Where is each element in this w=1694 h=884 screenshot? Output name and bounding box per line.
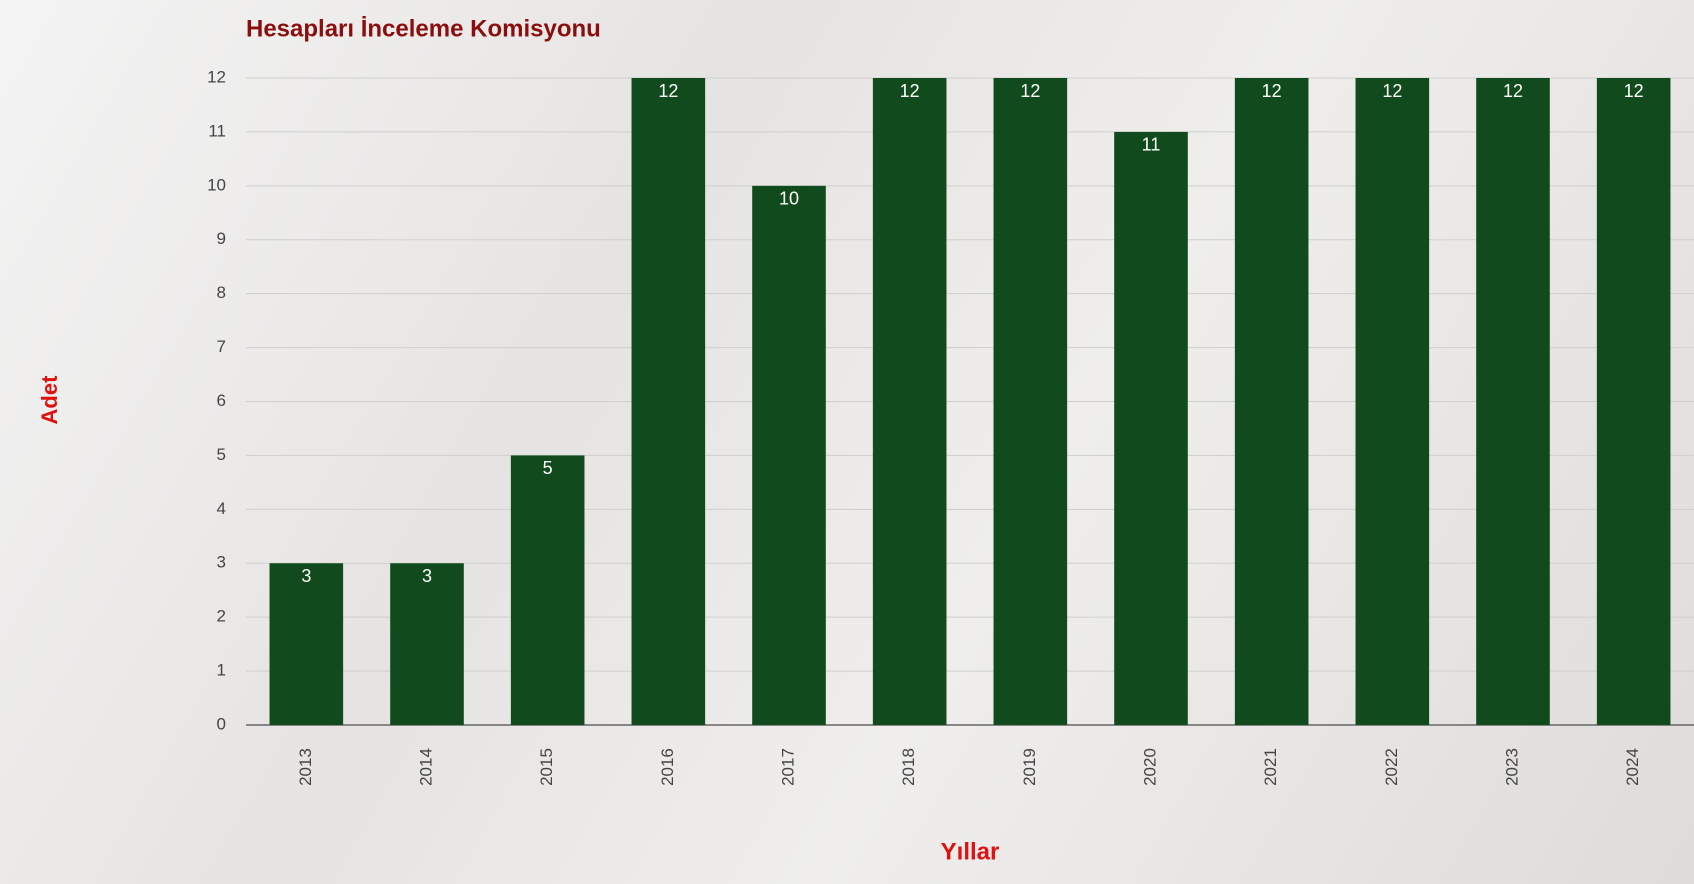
x-tick-label: 2016 (658, 748, 677, 786)
bar (390, 563, 464, 725)
data-label: 12 (1382, 81, 1402, 101)
data-label: 12 (1262, 81, 1282, 101)
y-tick-label: 12 (207, 67, 226, 86)
data-label: 12 (1503, 81, 1523, 101)
y-tick-label: 10 (207, 175, 226, 194)
y-tick-label: 0 (217, 714, 226, 733)
y-tick-label: 5 (217, 445, 226, 464)
bar (752, 185, 826, 726)
bar (510, 455, 585, 725)
data-label: 3 (301, 566, 311, 586)
y-tick-label: 4 (217, 499, 226, 518)
bar (631, 78, 706, 725)
data-label: 11 (1142, 135, 1161, 155)
data-label: 12 (900, 81, 920, 101)
x-tick-label: 2015 (537, 748, 556, 786)
x-tick-label: 2014 (416, 748, 435, 786)
y-tick-label: 6 (217, 391, 226, 410)
x-tick-label: 2022 (1382, 748, 1401, 786)
bar (1476, 78, 1550, 725)
y-tick-label: 2 (217, 607, 226, 626)
y-tick-label: 9 (217, 229, 226, 248)
bar (1234, 78, 1309, 725)
bar (872, 78, 947, 725)
x-tick-label: 2024 (1623, 748, 1642, 786)
bar (1355, 78, 1430, 725)
x-tick-label: 2018 (899, 748, 918, 786)
data-label: 3 (422, 566, 432, 586)
x-tick-label: 2023 (1502, 748, 1521, 786)
x-tick-label: 2017 (778, 748, 797, 786)
y-tick-label: 11 (208, 121, 226, 140)
x-tick-label: 2013 (296, 748, 315, 786)
x-tick-label: 2021 (1261, 748, 1280, 786)
data-label: 10 (779, 189, 799, 209)
data-label: 12 (1020, 81, 1040, 101)
y-tick-label: 1 (217, 661, 226, 680)
data-label: 12 (658, 81, 678, 101)
bar (1114, 131, 1188, 725)
x-tick-label: 2019 (1020, 748, 1039, 786)
y-tick-label: 8 (217, 283, 226, 302)
chart-title: Hesapları İnceleme Komisyonu (246, 15, 601, 42)
x-tick-label: 2020 (1140, 748, 1159, 786)
data-label: 12 (1624, 81, 1644, 101)
bar (269, 563, 344, 725)
y-axis-label: Adet (37, 375, 62, 425)
bar (993, 78, 1068, 725)
data-label: 5 (543, 458, 553, 478)
x-axis-label: Yıllar (941, 838, 1000, 865)
y-tick-label: 7 (217, 337, 226, 356)
bar (1596, 78, 1671, 725)
y-tick-label: 3 (217, 553, 226, 572)
